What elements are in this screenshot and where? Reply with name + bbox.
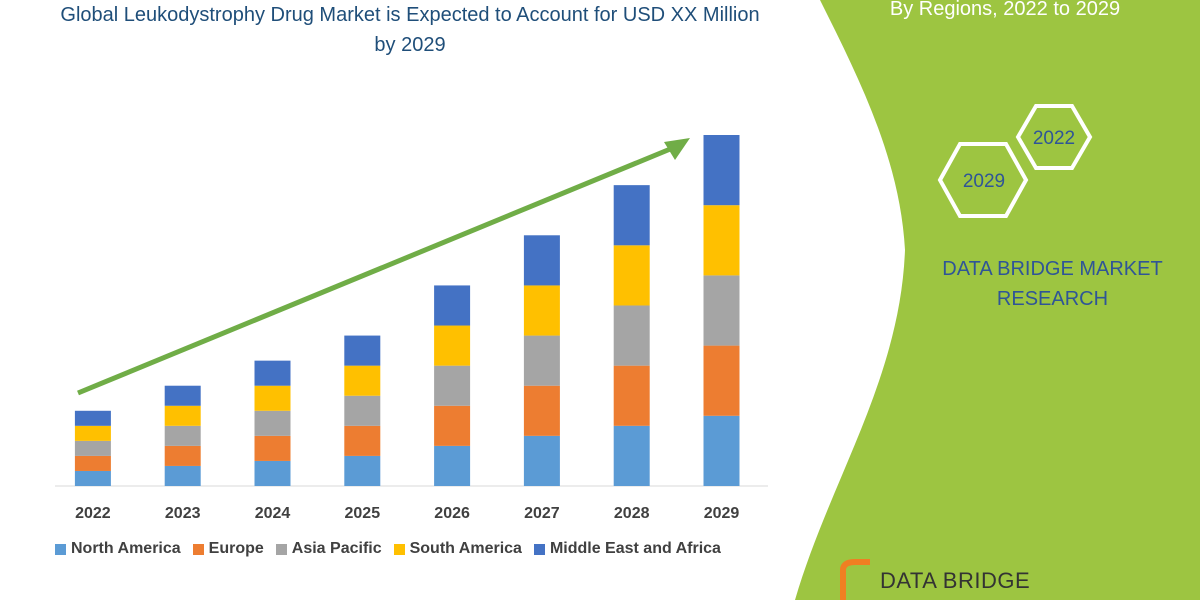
bar-segment bbox=[344, 365, 381, 396]
bar-segment bbox=[703, 135, 740, 206]
bar-segment bbox=[523, 435, 560, 486]
bar-segment bbox=[344, 425, 381, 456]
bar-segment bbox=[523, 285, 560, 336]
x-tick-label: 2026 bbox=[434, 505, 470, 522]
bar-segment bbox=[74, 440, 111, 456]
bar-segment bbox=[703, 205, 740, 276]
bar-segment bbox=[523, 335, 560, 386]
logo-icon bbox=[840, 559, 870, 600]
bar-segment bbox=[613, 245, 650, 306]
bar-segment bbox=[613, 365, 650, 426]
hexagon bbox=[1015, 104, 1093, 170]
x-tick-label: 2025 bbox=[345, 505, 381, 522]
bar-segment bbox=[703, 345, 740, 416]
legend-label: Middle East and Africa bbox=[549, 540, 721, 557]
trend-arrow bbox=[77, 142, 681, 396]
bar-segment bbox=[164, 405, 201, 426]
legend-label: South America bbox=[409, 540, 522, 557]
bar-segment bbox=[164, 445, 201, 466]
bar-segment bbox=[523, 385, 560, 436]
legend: North America Europe Asia Pacific South Ame… bbox=[55, 540, 775, 558]
bar-segment bbox=[344, 455, 381, 486]
legend-label: Asia Pacific bbox=[291, 540, 382, 557]
bar-segment bbox=[254, 460, 291, 486]
bar-segment bbox=[344, 335, 381, 366]
x-tick-label: 2023 bbox=[165, 505, 201, 522]
x-tick-label: 2027 bbox=[524, 505, 560, 522]
bar-segment bbox=[434, 445, 471, 486]
bar-segment bbox=[254, 385, 291, 411]
bar-segment bbox=[74, 410, 111, 426]
bar-segment bbox=[613, 185, 650, 246]
bar-segment bbox=[434, 325, 471, 366]
legend-label: North America bbox=[71, 540, 181, 557]
hexagon-label: 2022 bbox=[1033, 128, 1075, 149]
legend-item: Asia Pacific bbox=[275, 540, 382, 558]
bar-segment bbox=[434, 365, 471, 406]
bar-segment bbox=[74, 455, 111, 471]
bar-segment bbox=[164, 465, 201, 486]
legend-swatch bbox=[533, 543, 545, 555]
chart-title: Global Leukodystrophy Drug Market is Exp… bbox=[60, 4, 760, 56]
legend-label: Europe bbox=[208, 540, 264, 557]
bars: 2022 2023 2024 2025 2026 2027 2028 2029 bbox=[74, 135, 740, 522]
x-tick-label: 2022 bbox=[75, 505, 111, 522]
bar-segment bbox=[164, 425, 201, 446]
legend-item: Europe bbox=[192, 540, 264, 558]
bar-segment bbox=[254, 360, 291, 386]
bar-segment bbox=[434, 405, 471, 446]
legend-swatch bbox=[192, 543, 204, 555]
legend-item: Middle East and Africa bbox=[533, 540, 721, 558]
bar-segment bbox=[74, 425, 111, 441]
legend-swatch bbox=[275, 543, 287, 555]
brand-text: DATA BRIDGE MARKET RESEARCH bbox=[942, 258, 1163, 310]
legend-swatch bbox=[55, 543, 66, 555]
bar-segment bbox=[703, 275, 740, 346]
hexagon-label: 2029 bbox=[963, 171, 1005, 192]
x-tick-label: 2024 bbox=[255, 505, 291, 522]
bar-segment bbox=[254, 410, 291, 436]
bar-segment bbox=[703, 415, 740, 486]
logo-text: DATA BRIDGE bbox=[880, 568, 1031, 593]
bar-segment bbox=[254, 435, 291, 461]
bar-segment bbox=[613, 305, 650, 366]
bar-segment bbox=[613, 425, 650, 486]
bar-segment bbox=[164, 385, 201, 406]
bar-segment bbox=[344, 395, 381, 426]
bar-segment bbox=[523, 235, 560, 286]
bar-segment bbox=[74, 470, 111, 486]
legend-item: North America bbox=[55, 540, 181, 558]
legend-swatch bbox=[393, 543, 405, 555]
side-panel bbox=[795, 0, 1200, 600]
x-tick-label: 2029 bbox=[704, 505, 740, 522]
arrow-head bbox=[664, 138, 690, 160]
legend-item: South America bbox=[393, 540, 522, 558]
chart-subtitle: By Regions, 2022 to 2029 bbox=[889, 0, 1121, 20]
bar-segment bbox=[434, 285, 471, 326]
hexagon bbox=[937, 142, 1029, 218]
x-tick-label: 2028 bbox=[614, 505, 650, 522]
